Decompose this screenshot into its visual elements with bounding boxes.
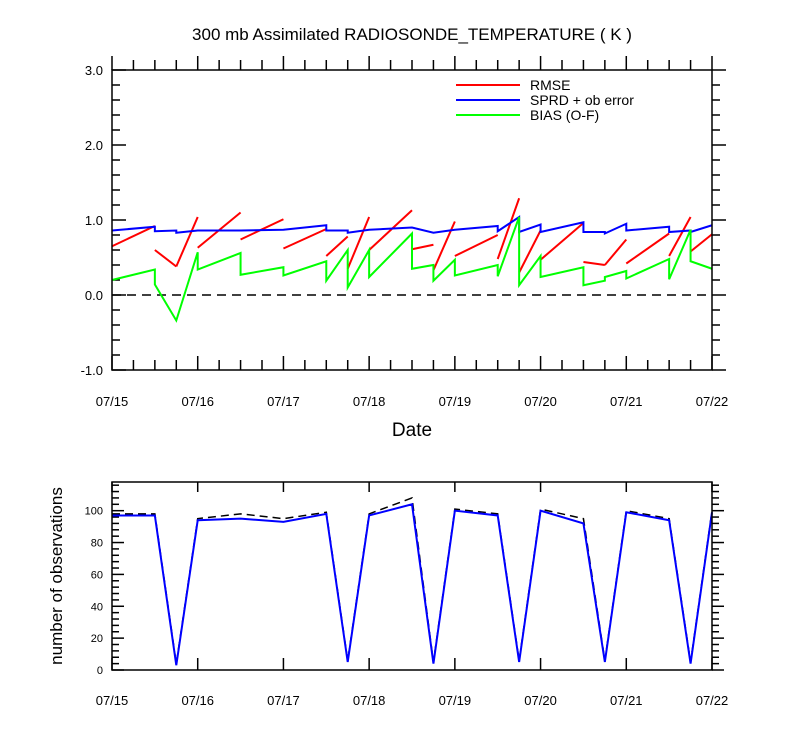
y-tick-label: 3.0: [85, 63, 103, 78]
y-tick-label: 20: [91, 633, 103, 645]
series-rmse-segment: [154, 249, 177, 268]
series-bias-o-f-line: [111, 216, 713, 323]
bottom-tick-marks: [111, 482, 724, 671]
series-rmse-segment: [496, 197, 521, 260]
series-rmse-segment: [604, 238, 628, 266]
series-assimilated-observations-line: [112, 503, 713, 666]
y-tick-label: 40: [91, 601, 103, 613]
top-x-tick-labels: 07/15 07/16 07/17 07/18 07/19 07/20 07/21 07/22: [96, 394, 729, 409]
top-y-tick-labels: -1.0 0.0 1.0 2.0 3.0: [81, 63, 103, 378]
top-series-group: [111, 197, 713, 323]
series-rmse-segment: [368, 209, 413, 251]
series-rmse-segment: [411, 243, 434, 251]
x-tick-label: 07/18: [353, 693, 386, 708]
y-tick-label: 100: [85, 506, 103, 518]
x-tick-label: 07/19: [439, 693, 472, 708]
bottom-y-tick-labels: 0 20 40 60 80 100: [85, 506, 103, 677]
y-tick-label: 80: [91, 538, 103, 550]
y-tick-label: 0: [97, 665, 103, 677]
x-tick-label: 07/15: [96, 693, 129, 708]
legend-sprd-label: SPRD + ob error: [530, 92, 634, 108]
series-rmse: [111, 197, 713, 273]
y-tick-label: 0.0: [85, 288, 103, 303]
series-rmse-segment: [325, 235, 349, 257]
x-tick-label: 07/19: [439, 394, 472, 409]
series-rmse-segment: [539, 222, 585, 261]
series-rmse-segment: [283, 228, 327, 250]
y-tick-label: 60: [91, 569, 103, 581]
x-tick-label: 07/16: [181, 394, 214, 409]
series-rmse-segment: [175, 216, 199, 267]
bottom-series-group: [112, 496, 713, 666]
y-tick-label: 2.0: [85, 138, 103, 153]
series-sprd-ob-error-line: [111, 215, 713, 236]
top-plot-frame: [111, 69, 713, 371]
series-rmse-segment: [518, 230, 542, 273]
x-tick-label: 07/17: [267, 693, 300, 708]
y-tick-label: 1.0: [85, 213, 103, 228]
bottom-plot-frame: [111, 481, 713, 671]
x-tick-label: 07/20: [524, 394, 557, 409]
series-possible-observations-line: [112, 496, 713, 664]
series-rmse-segment: [625, 232, 670, 265]
bottom-x-tick-labels: 07/15 07/16 07/17 07/18 07/19 07/20 07/21 07/22: [96, 693, 729, 708]
series-rmse-segment: [346, 216, 371, 270]
x-axis-label: Date: [392, 420, 432, 441]
series-rmse-segment: [668, 216, 692, 257]
series-rmse-segment: [583, 261, 605, 266]
x-tick-label: 07/21: [610, 693, 643, 708]
legend: RMSE SPRD + ob error BIAS (O-F): [456, 77, 634, 123]
legend-rmse-label: RMSE: [530, 77, 570, 93]
y-axis-label: number of observations: [47, 487, 66, 665]
x-tick-label: 07/22: [696, 693, 729, 708]
x-tick-label: 07/17: [267, 394, 300, 409]
x-tick-label: 07/22: [696, 394, 729, 409]
chart-title: 300 mb Assimilated RADIOSONDE_TEMPERATUR…: [192, 25, 632, 44]
x-tick-label: 07/15: [96, 394, 129, 409]
y-tick-label: -1.0: [81, 363, 103, 378]
series-rmse-segment: [689, 233, 713, 253]
series-rmse-segment: [454, 234, 499, 257]
x-tick-label: 07/18: [353, 394, 386, 409]
legend-bias-label: BIAS (O-F): [530, 107, 599, 123]
top-tick-marks: [111, 56, 726, 371]
top-chart: 300 mb Assimilated RADIOSONDE_TEMPERATUR…: [81, 25, 729, 441]
x-tick-label: 07/20: [524, 693, 557, 708]
x-tick-label: 07/16: [181, 693, 214, 708]
series-rmse-segment: [111, 225, 156, 248]
x-tick-label: 07/21: [610, 394, 643, 409]
